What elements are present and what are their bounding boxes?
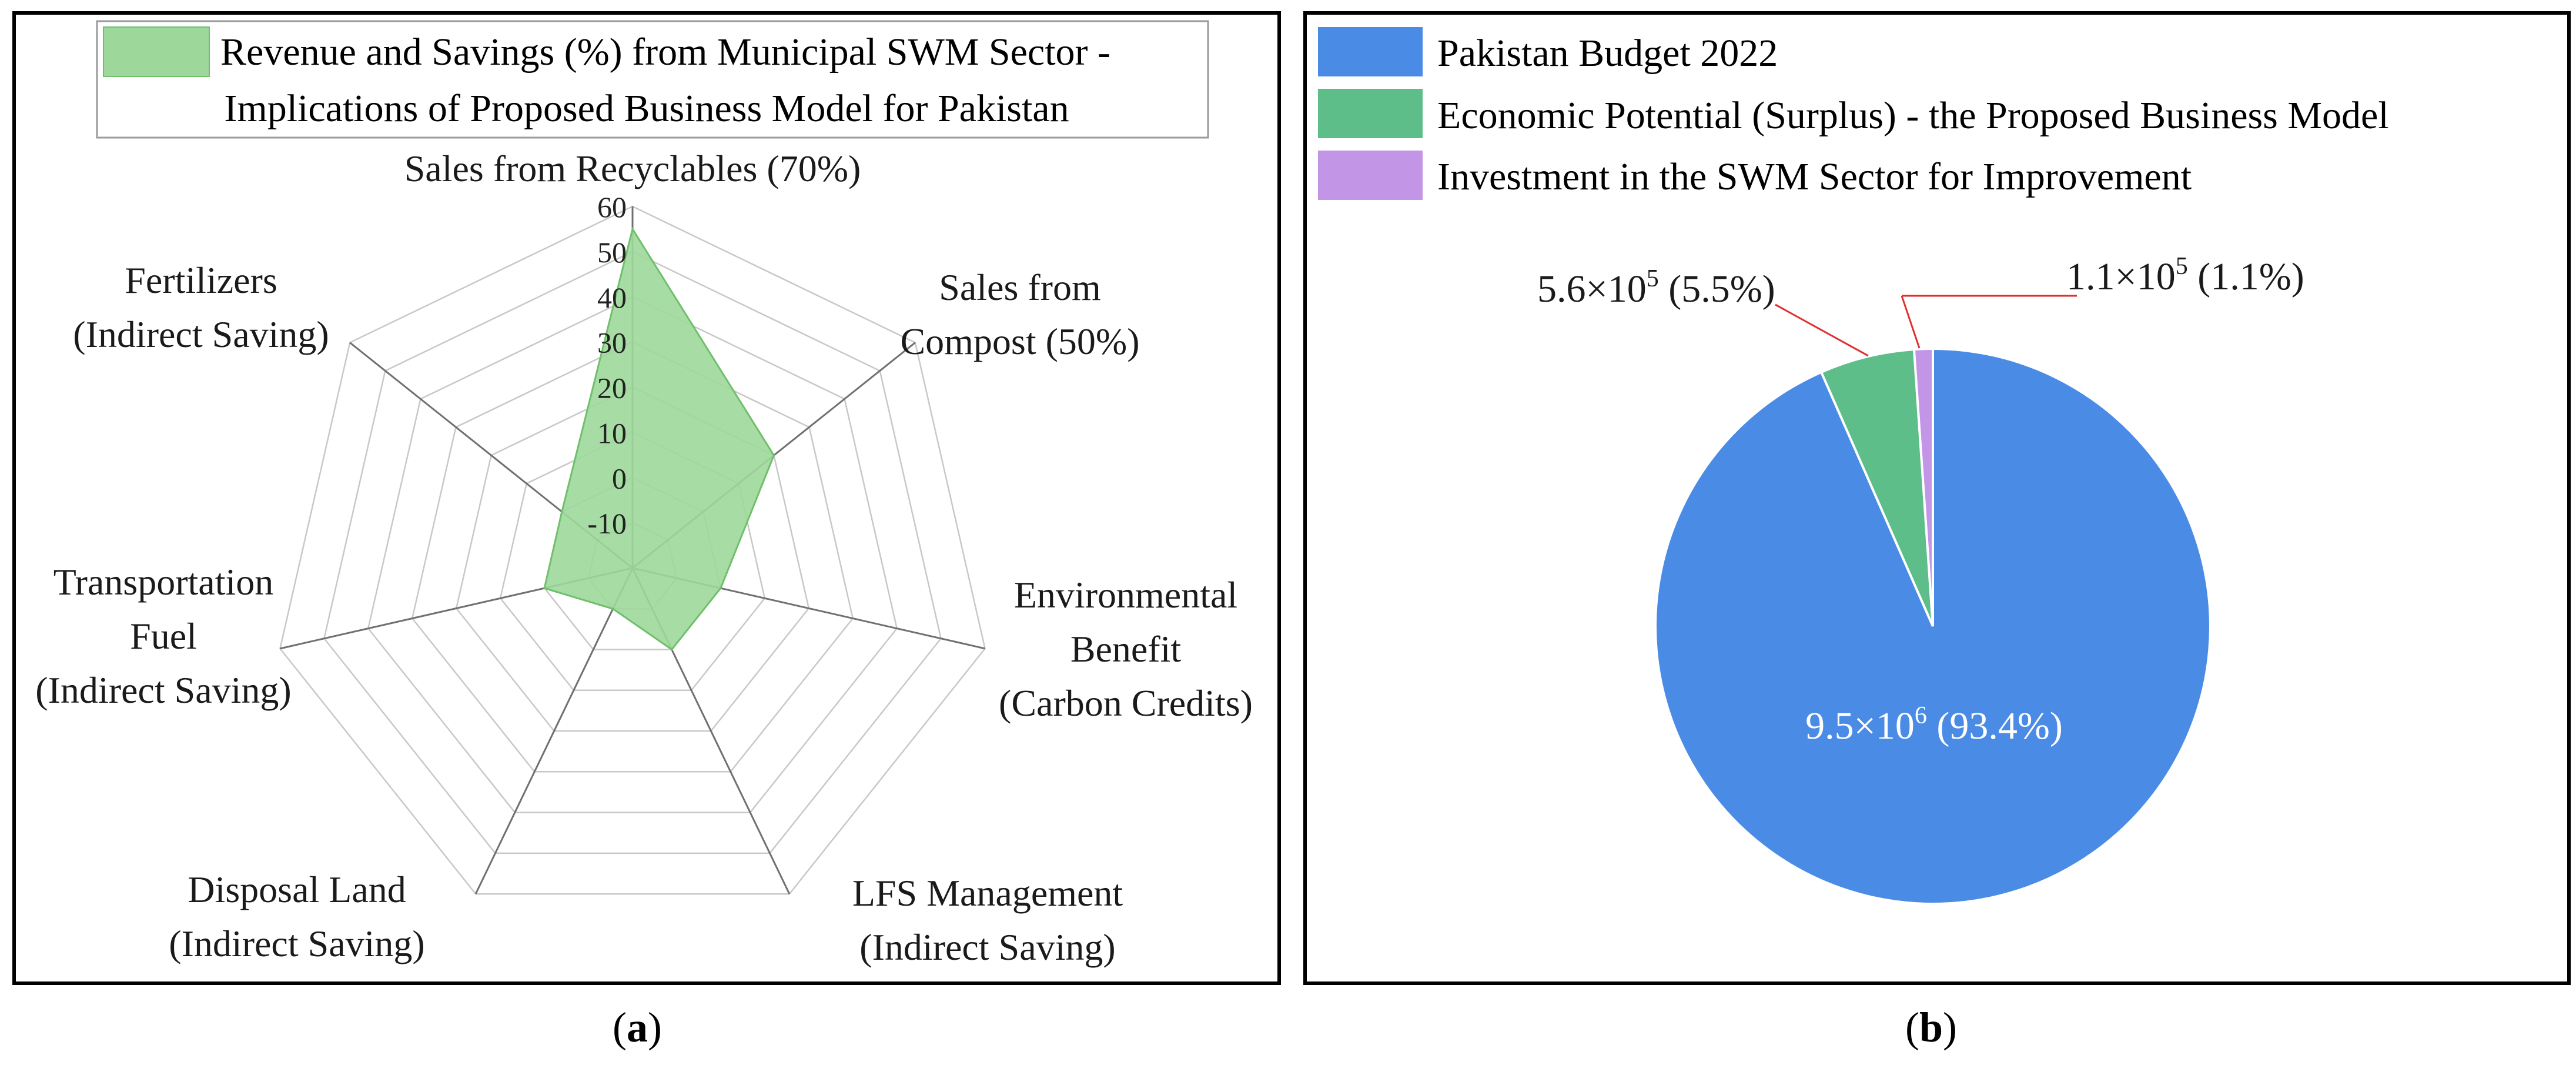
radar-grid-ring-7 — [279, 205, 986, 895]
radar-tick-label: 50 — [597, 236, 627, 269]
radar-tick-label: 30 — [597, 326, 627, 359]
radar-axis-label-1: Sales from Compost (50%) — [900, 266, 1139, 362]
radar-axis-label-line: (Indirect Saving) — [73, 313, 329, 355]
radar-axis-label-line: Compost (50%) — [900, 320, 1139, 362]
radar-axis-label-5: Transportation Fuel (Indirect Saving) — [35, 561, 291, 711]
radar-tick-label: 60 — [597, 191, 627, 223]
radar-axis-label-line: Transportation — [53, 561, 274, 603]
radar-legend-swatch — [103, 26, 210, 77]
radar-axis-labels: Sales from Recyclables (70%) Sales from Co… — [35, 148, 1253, 968]
pie-slice-investment — [1912, 347, 1934, 627]
caption-b: (b) — [1905, 1004, 1957, 1051]
radar-axis-label-line: (Indirect Saving) — [859, 926, 1115, 968]
radar-axis-label-line: (Indirect Saving) — [35, 669, 291, 711]
radar-legend-box — [96, 20, 1209, 139]
radar-axis-label-4: Disposal Land (Indirect Saving) — [169, 869, 424, 964]
radar-legend-line-1: Revenue and Savings (%) from Municipal S… — [220, 31, 1110, 74]
pie-label-investment: 1.1×105 (1.1%) — [2066, 253, 2304, 298]
radar-tick-label: 40 — [597, 281, 627, 314]
radar-tick-label: 20 — [597, 372, 627, 405]
pie-label-surplus-exp: 5 — [1647, 265, 1659, 292]
pie-legend-swatch-budget — [1318, 27, 1423, 76]
pie-legend: Pakistan Budget 2022 Economic Potential … — [1318, 27, 2389, 200]
pie-label-budget-mantissa: 9.5×10 — [1805, 705, 1915, 747]
radar-axis-label-2: Environmental Benefit (Carbon Credits) — [999, 574, 1253, 724]
pie-label-investment-pct: (1.1%) — [2188, 255, 2304, 298]
radar-axis-label-line: (Carbon Credits) — [999, 682, 1253, 724]
radar-grid-ring-5 — [367, 296, 898, 813]
radar-spoke-4 — [474, 567, 634, 894]
radar-axis-label-line: Fertilizers — [125, 259, 277, 301]
pie-label-budget-exp: 6 — [1915, 702, 1927, 729]
radar-axis-label-line: LFS Management — [852, 872, 1123, 914]
radar-axis-label-line: Sales from Recyclables (70%) — [404, 148, 861, 189]
radar-grid-ring-3 — [455, 386, 810, 732]
radar-axis-label-3: LFS Management (Indirect Saving) — [852, 872, 1123, 968]
caption-a: (a) — [613, 1004, 662, 1051]
radar-axis-label-line: Fuel — [130, 615, 197, 657]
pie-label-surplus-mantissa: 5.6×10 — [1537, 268, 1647, 311]
radar-data-area — [543, 226, 775, 651]
radar-grid-ring-6 — [323, 251, 942, 854]
pie-label-surplus: 5.6×105 (5.5%) — [1537, 265, 1775, 311]
pie-legend-swatch-surplus — [1318, 89, 1423, 138]
pie-label-investment-mantissa: 1.1×10 — [2066, 255, 2176, 298]
radar-axis-label-line: Environmental — [1014, 574, 1237, 616]
pie-label-investment-exp: 5 — [2176, 253, 2188, 280]
radar-axis-label-6: Fertilizers (Indirect Saving) — [73, 259, 329, 355]
radar-tick-label: 10 — [597, 416, 627, 449]
radar-axis-label-line: Disposal Land — [188, 869, 406, 910]
radar-axis-label-0: Sales from Recyclables (70%) — [404, 148, 861, 189]
radar-legend-line-2: Implications of Proposed Business Model … — [224, 87, 1069, 130]
pie-label-budget-pct: (93.4%) — [1927, 705, 2063, 747]
pie-slices — [1654, 347, 2212, 905]
radar-axis-label-line: Sales from — [939, 266, 1101, 308]
radar-axis-label-line: (Indirect Saving) — [169, 923, 424, 964]
leader-line-surplus — [1775, 303, 1869, 357]
radar-tick-labels: -10 0 10 20 30 40 50 60 — [587, 191, 627, 540]
pie-label-surplus-pct: (5.5%) — [1659, 268, 1775, 311]
radar-tick-label: -10 — [587, 507, 627, 540]
pie-legend-label-investment: Investment in the SWM Sector for Improve… — [1437, 155, 2192, 198]
radar-axis-label-line: Benefit — [1070, 628, 1182, 670]
radar-legend: Revenue and Savings (%) from Municipal S… — [96, 20, 1209, 139]
pie-legend-swatch-investment — [1318, 151, 1423, 200]
pie-legend-label-surplus: Economic Potential (Surplus) - the Propo… — [1437, 94, 2389, 137]
pie-legend-label-budget: Pakistan Budget 2022 — [1437, 32, 1778, 75]
radar-grid-ring-4 — [411, 341, 854, 773]
radar-tick-label: 0 — [612, 462, 627, 495]
caption-a-letter: a — [627, 1004, 648, 1051]
pie-slice-surplus — [1819, 348, 1934, 627]
pie-label-budget: 9.5×106 (93.4%) — [1805, 702, 2063, 747]
leader-line-investment — [1901, 295, 1921, 349]
caption-b-letter: b — [1919, 1004, 1943, 1051]
